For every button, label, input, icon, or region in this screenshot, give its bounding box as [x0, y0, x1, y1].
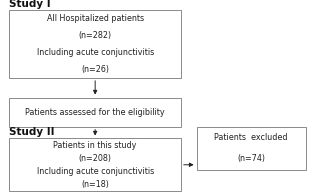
Text: (n=282): (n=282): [79, 31, 112, 40]
FancyBboxPatch shape: [9, 98, 181, 127]
Text: Patients assessed for the eligibility: Patients assessed for the eligibility: [25, 108, 165, 117]
Text: Study I: Study I: [9, 0, 51, 9]
Text: Study II: Study II: [9, 128, 55, 137]
Text: (n=18): (n=18): [81, 180, 109, 189]
Text: All Hospitalized patients: All Hospitalized patients: [46, 14, 144, 23]
Text: Patients in this study: Patients in this study: [53, 141, 137, 150]
Text: Including acute conjunctivitis: Including acute conjunctivitis: [37, 48, 154, 57]
FancyBboxPatch shape: [9, 10, 181, 78]
FancyBboxPatch shape: [197, 127, 306, 170]
Text: (n=26): (n=26): [81, 65, 109, 74]
Text: (n=74): (n=74): [237, 154, 265, 163]
Text: Patients  excluded: Patients excluded: [214, 133, 288, 142]
Text: Including acute conjunctivitis: Including acute conjunctivitis: [37, 167, 154, 176]
FancyBboxPatch shape: [9, 138, 181, 191]
Text: (n=208): (n=208): [79, 154, 112, 163]
